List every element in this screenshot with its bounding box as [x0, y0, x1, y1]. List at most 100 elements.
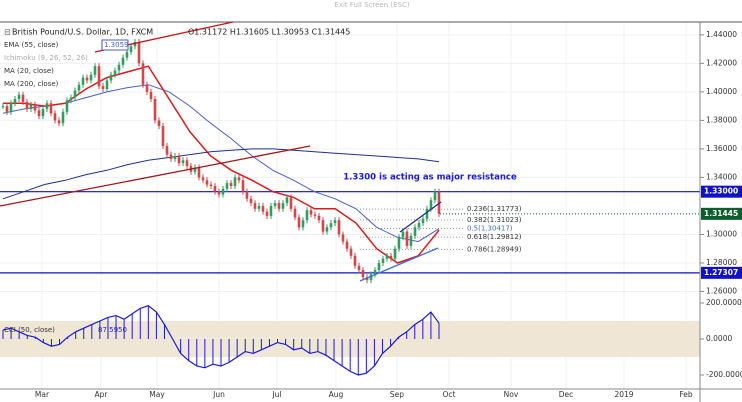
cci-tick-label: -200.0000	[706, 370, 742, 379]
chart-title: British Pound/U.S. Dollar, 1D, FXCM	[12, 28, 153, 37]
legend: CCI (50, close) 87.5950 EMA (55, close) 1.3…	[4, 39, 129, 334]
candle-body	[69, 97, 73, 101]
price-label: 1.27307	[704, 268, 738, 277]
y-tick-label: 1.38000	[706, 115, 737, 124]
series-line	[2, 84, 440, 243]
candle-body	[361, 270, 365, 278]
candle-body	[413, 227, 417, 236]
candle-body	[401, 231, 405, 238]
annotation: 1.3300 is acting as major resistance	[343, 173, 517, 183]
cci-tick-label: 0.0000	[706, 334, 732, 343]
candle-body	[85, 77, 89, 81]
legend-label: MA (200, close)	[4, 80, 59, 88]
candle-body	[101, 86, 105, 90]
x-tick-label: 2019	[614, 390, 633, 399]
candle-body	[317, 215, 321, 221]
candle-body	[21, 94, 25, 102]
candle-body	[45, 103, 49, 109]
candle-body	[61, 111, 65, 124]
candle-body	[113, 70, 117, 75]
x-tick-label: Nov	[504, 390, 519, 399]
candle-body	[73, 90, 77, 98]
candle-body	[29, 104, 33, 109]
candle-body	[125, 51, 129, 58]
x-tick-label: Dec	[559, 390, 574, 399]
candle-body	[185, 160, 189, 167]
price-panel: 1.33000 1.27307 0.236(1.31773) 0.382(1.3102…	[0, 38, 742, 284]
y-tick-label: 1.30000	[706, 229, 737, 238]
ohlc-header: O1.31172 H1.31605 L1.30953 C1.31445	[188, 28, 350, 37]
legend-value-box	[101, 39, 129, 51]
candle-body	[249, 198, 253, 204]
candle-body	[165, 146, 169, 155]
candle-body	[397, 237, 401, 249]
candle-body	[49, 103, 53, 114]
fib-label: 0.236(1.31773)	[467, 205, 522, 213]
candle-body	[409, 235, 413, 246]
trend-line	[0, 145, 311, 207]
candle-body	[229, 183, 233, 186]
x-tick-label: Aug	[329, 390, 344, 399]
x-tick-label: May	[149, 390, 165, 399]
fib-label: 0.786(1.28949)	[467, 245, 522, 253]
y-tick-label: 1.34000	[706, 172, 737, 181]
collapse-icon[interactable]: ⊟	[4, 28, 11, 37]
candle-body	[89, 74, 93, 81]
candle-body	[233, 177, 237, 186]
price-label: 1.33000	[704, 187, 738, 196]
candle-body	[53, 113, 57, 121]
x-tick-label: Sep	[390, 390, 404, 399]
legend-label: Ichimoku (9, 26, 52, 26)	[4, 54, 88, 62]
candle-body	[5, 106, 9, 112]
candle-body	[329, 223, 333, 228]
candle-body	[325, 227, 329, 232]
candle-body	[93, 66, 97, 75]
candle-body	[193, 167, 197, 172]
cci-line	[2, 305, 440, 376]
candle-body	[37, 110, 41, 117]
exit-fullscreen[interactable]: Exit Full Screen (ESC)	[334, 1, 409, 9]
candle-body	[97, 66, 101, 87]
candle-body	[241, 180, 245, 192]
candle-body	[221, 188, 225, 195]
candle-body	[293, 208, 297, 218]
candle-body	[349, 248, 353, 256]
candle-body	[129, 46, 133, 52]
candle-body	[381, 258, 385, 263]
candle-body	[181, 160, 185, 164]
candle-body	[17, 94, 21, 99]
x-tick-label: Jul	[271, 390, 281, 399]
candle-body	[161, 126, 165, 147]
candle-body	[209, 184, 213, 186]
candle-body	[301, 220, 305, 228]
legend-label: EMA (55, close)	[4, 41, 59, 49]
candle-body	[357, 265, 361, 271]
candle-body	[237, 177, 241, 181]
candle-body	[405, 231, 409, 246]
y-tick-label: 1.26000	[706, 286, 737, 295]
candle-body	[333, 220, 337, 224]
candle-body	[245, 191, 249, 199]
trend-line	[359, 247, 439, 282]
candle-body	[257, 205, 261, 209]
candle-body	[81, 77, 85, 85]
candle-body	[105, 80, 109, 90]
candle-body	[117, 64, 121, 71]
candle-body	[373, 270, 377, 275]
candle-body	[173, 156, 177, 159]
candle-body	[389, 255, 393, 259]
fib-label: 0.5(1.30417)	[467, 225, 513, 233]
y-tick-label: 1.36000	[706, 144, 737, 153]
candle-body	[421, 218, 425, 224]
candle-body	[297, 217, 301, 228]
candle-body	[141, 63, 145, 85]
y-tick-label: 1.44000	[706, 30, 737, 39]
price-label-box	[701, 266, 742, 279]
candle-body	[65, 100, 69, 112]
candle-body	[201, 177, 205, 181]
candle-body	[77, 84, 81, 91]
candle-body	[417, 223, 421, 228]
candle-body	[217, 191, 221, 195]
candle-body	[57, 120, 61, 124]
